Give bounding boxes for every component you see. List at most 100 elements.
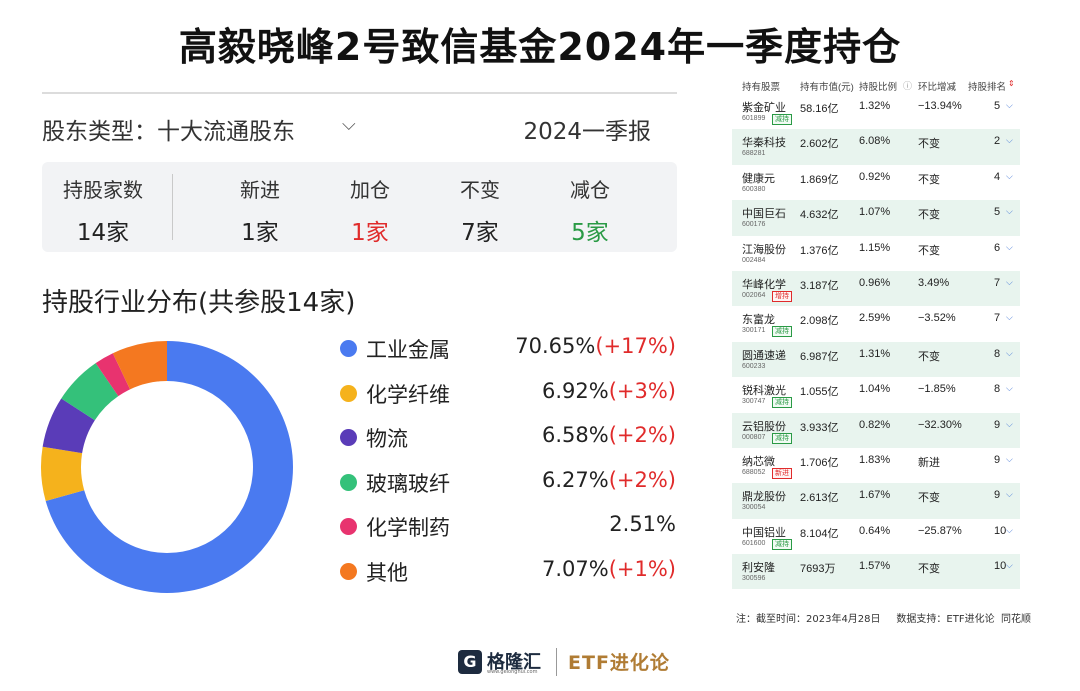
table-row[interactable]: 利安隆 300596 7693万 1.57% 不变 10 ⌵ [732,554,1020,590]
chevron-down-icon[interactable]: ⌵ [1006,347,1013,358]
holding-ratio: 1.32% [859,100,891,112]
table-row[interactable]: 纳芯微 688052 新进 1.706亿 1.83% 新进 9 ⌵ [732,448,1020,483]
stat-value: 7家 [461,220,499,246]
report-period: 2024一季报 [523,119,651,145]
chevron-down-icon[interactable]: ⌵ [1006,560,1013,571]
stock-code: 300747 [742,398,766,406]
table-row[interactable]: 中国巨石 600176 4.632亿 1.07% 不变 5 ⌵ [732,200,1020,236]
legend-color-dot [340,473,357,491]
chevron-down-icon[interactable]: ⌵ [1006,524,1013,535]
header-rank[interactable]: 持股排名 [968,82,1007,93]
holding-rank: 7 [994,312,1001,325]
table-row[interactable]: 云铝股份 000807 减持 3.933亿 0.82% −32.30% 9 ⌵ [732,412,1020,448]
holding-ratio: 1.04% [859,383,891,396]
market-value: 7693万 [800,563,836,576]
table-row[interactable]: 圆通速递 600233 6.987亿 1.31% 不变 8 ⌵ [732,341,1020,378]
stock-code: 300054 [742,504,766,512]
legend-label: 其他 [366,560,408,585]
logo-url: www.gelonghui.com [487,669,538,675]
stat-value: 14家 [76,220,130,246]
legend-percent: 6.27% [541,467,609,492]
table-row[interactable]: 鼎龙股份 300054 2.613亿 1.67% 不变 9 ⌵ [732,483,1020,519]
qoq-change: 不变 [918,350,940,363]
qoq-change: 不变 [918,173,940,186]
header-change[interactable]: 环比增减 [918,82,957,93]
chevron-down-icon[interactable]: ⌵ [342,114,356,135]
stock-name: 云铝股份 [742,420,786,433]
legend-label: 化学纤维 [366,382,450,407]
stat-total: 持股家数 14家 [60,174,146,247]
legend-item: 其他 7.07%(+1%) [340,555,680,600]
holding-ratio: 0.82% [859,418,891,431]
stock-name: 华秦科技 [742,137,786,150]
brand-name: ETF进化论 [568,652,670,674]
legend-change: (+1%) [608,556,676,581]
table-row[interactable]: 华秦科技 688281 2.602亿 6.08% 不变 2 ⌵ [732,129,1020,165]
table-row[interactable]: 东富龙 300171 减持 2.098亿 2.59% −3.52% 7 ⌵ [732,306,1020,341]
chevron-down-icon[interactable]: ⌵ [1006,489,1013,500]
market-value: 8.104亿 [800,527,839,540]
holding-rank: 9 [994,418,1001,431]
stock-code: 600176 [742,221,766,229]
info-icon[interactable]: ⓘ [903,81,913,91]
header-value[interactable]: 持有市值(元) [800,82,854,93]
holding-change-tag: 减持 [772,114,792,125]
table-row[interactable]: 中国铝业 601600 减持 8.104亿 0.64% −25.87% 10 ⌵ [732,519,1020,554]
legend-value: 70.65%(+17%) [515,334,676,358]
table-row[interactable]: 健康元 600380 1.869亿 0.92% 不变 4 ⌵ [732,165,1020,200]
industry-legend: 工业金属 70.65%(+17%) 化学纤维 6.92%(+3%) 物流 6.58%(+2… [340,332,680,599]
table-row[interactable]: 锐科激光 300747 减持 1.055亿 1.04% −1.85% 8 ⌵ [732,377,1020,412]
legend-item: 化学制药 2.51% [340,510,680,555]
stock-name: 健康元 [742,172,775,185]
holding-rank: 5 [994,100,1001,112]
market-value: 1.055亿 [800,386,839,399]
chevron-down-icon[interactable]: ⌵ [1006,453,1013,464]
market-value: 2.098亿 [800,315,839,328]
chevron-down-icon[interactable]: ⌵ [1006,100,1013,110]
legend-color-dot [340,384,357,402]
holding-ratio: 1.07% [859,206,891,219]
legend-value: 6.27%(+2%) [542,468,676,492]
stock-code: 688281 [742,150,766,158]
chevron-down-icon[interactable]: ⌵ [1006,383,1013,394]
donut-slice-4 [61,363,119,421]
table-row[interactable]: 华峰化学 002064 增持 3.187亿 0.96% 3.49% 7 ⌵ [732,270,1020,307]
stock-name: 紫金矿业 [742,102,786,114]
table-row[interactable]: 紫金矿业 601899 减持 58.16亿 1.32% −13.94% 5 ⌵ [732,94,1020,129]
holding-ratio: 0.92% [859,170,891,183]
holding-change-tag: 减持 [772,326,792,338]
holder-type-value: 十大流通股东 [157,119,295,145]
stock-name: 中国巨石 [742,208,786,221]
holder-type-selector[interactable]: 股东类型：十大流通股东 [42,112,295,146]
holding-rank: 10 [994,560,1007,573]
footer: G 格隆汇 www.gelonghui.com ETF进化论 [0,646,1080,680]
market-value: 1.376亿 [800,244,839,257]
legend-item: 工业金属 70.65%(+17%) [340,332,680,377]
chevron-down-icon[interactable]: ⌵ [1006,170,1013,181]
chevron-down-icon[interactable]: ⌵ [1006,135,1013,146]
legend-value: 6.92%(+3%) [542,379,676,403]
holdings-table: 持有股票 持有市值(元) 持股比例 ⓘ 环比增减 持股排名 ⇕ 紫金矿业 6018… [732,76,1020,590]
industry-section-title: 持股行业分布(共参股14家) [42,288,356,318]
header-ratio[interactable]: 持股比例 [859,82,898,93]
sort-icon[interactable]: ⇕ [1008,79,1015,88]
donut-slice-5 [95,353,131,397]
logo-text: 格隆汇 [487,652,541,673]
stock-code: 600380 [742,185,766,193]
donut-slice-1 [45,341,294,593]
table-row[interactable]: 江海股份 002484 1.376亿 1.15% 不变 6 ⌵ [732,236,1020,271]
chevron-down-icon[interactable]: ⌵ [1006,241,1013,252]
qoq-change: 3.49% [918,276,950,289]
chevron-down-icon[interactable]: ⌵ [1006,312,1013,323]
holding-rank: 6 [994,241,1001,254]
chevron-down-icon[interactable]: ⌵ [1006,206,1013,217]
stock-code: 600233 [742,362,766,370]
stock-code: 002064 [742,291,766,299]
chevron-down-icon[interactable]: ⌵ [1006,418,1013,429]
legend-change: (+2%) [608,423,676,447]
chevron-down-icon[interactable]: ⌵ [1006,276,1013,287]
holding-rank: 8 [994,383,1001,396]
stat-label: 不变 [460,178,500,202]
holding-ratio: 0.64% [859,524,891,537]
stock-code: 000807 [742,433,766,441]
